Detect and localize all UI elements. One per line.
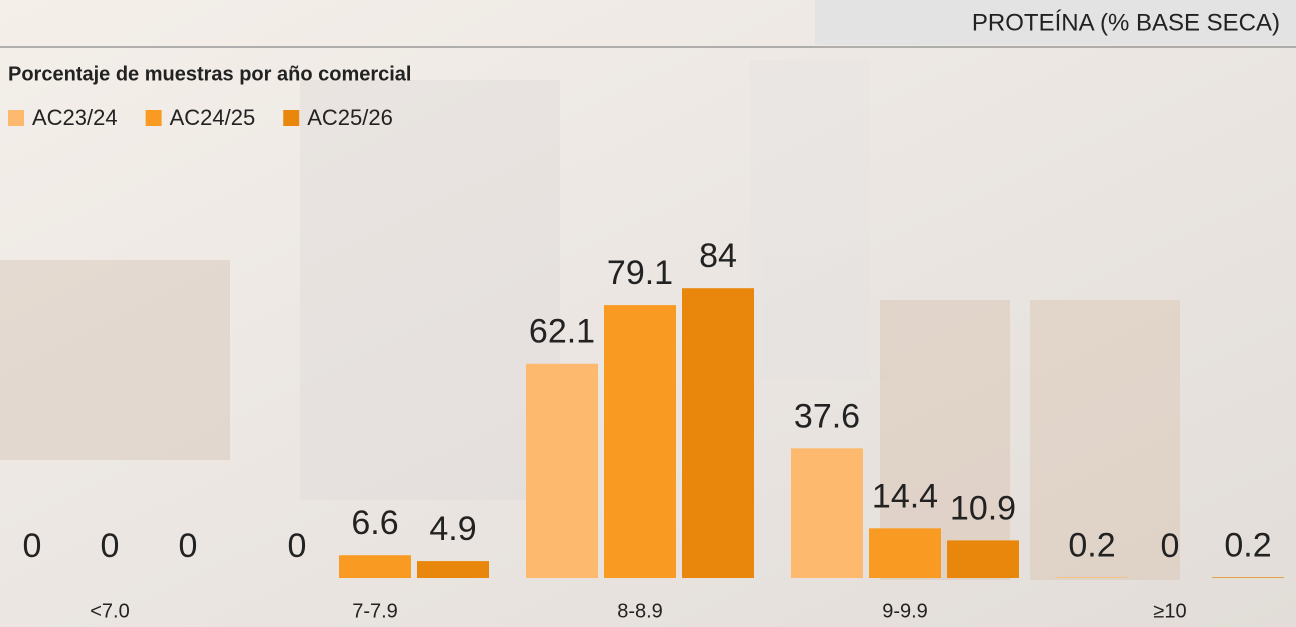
bar — [791, 448, 863, 578]
data-label: 6.6 — [351, 504, 398, 542]
bar — [417, 561, 489, 578]
x-tick-label: ≥10 — [1153, 600, 1186, 622]
data-label: 10.9 — [950, 489, 1016, 527]
bar — [682, 288, 754, 578]
header: PROTEÍNA (% BASE SECA) — [972, 9, 1280, 36]
bar — [947, 540, 1019, 578]
header-box — [815, 0, 1296, 45]
data-label: 0 — [1161, 527, 1180, 565]
data-label: 4.9 — [429, 510, 476, 548]
chart-title: Porcentaje de muestras por año comercial — [8, 63, 412, 85]
data-label: 0 — [101, 527, 120, 565]
legend-swatch — [283, 110, 300, 126]
legend-label: AC23/24 — [32, 105, 118, 130]
data-label: 79.1 — [607, 254, 673, 292]
legend-label: AC24/25 — [170, 105, 256, 130]
bar — [1212, 577, 1284, 578]
bar — [1056, 577, 1128, 578]
x-tick-label: 7-7.9 — [352, 600, 398, 622]
bar — [604, 305, 676, 578]
legend-swatch — [145, 110, 162, 126]
data-label: 14.4 — [872, 477, 938, 515]
data-label: 62.1 — [529, 313, 595, 351]
data-label: 0 — [23, 527, 42, 565]
data-label: 0 — [179, 527, 198, 565]
data-label: 0.2 — [1224, 526, 1271, 564]
data-label: 37.6 — [794, 397, 860, 435]
data-label: 0.2 — [1068, 526, 1115, 564]
bar — [339, 555, 411, 578]
x-tick-label: 9-9.9 — [882, 600, 928, 622]
bar — [869, 528, 941, 578]
background-silos — [0, 60, 1180, 580]
legend-label: AC25/26 — [307, 105, 393, 130]
x-tick-label: <7.0 — [90, 600, 129, 622]
data-label: 0 — [288, 527, 307, 565]
data-label: 84 — [699, 237, 737, 275]
legend-swatch — [8, 110, 24, 126]
bar — [526, 363, 598, 578]
x-tick-label: 8-8.9 — [617, 600, 663, 622]
